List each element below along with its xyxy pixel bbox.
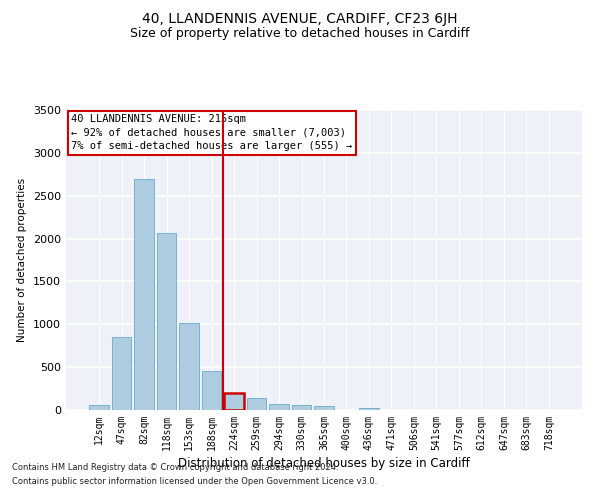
Text: Contains public sector information licensed under the Open Government Licence v3: Contains public sector information licen…: [12, 477, 377, 486]
Text: 40, LLANDENNIS AVENUE, CARDIFF, CF23 6JH: 40, LLANDENNIS AVENUE, CARDIFF, CF23 6JH: [142, 12, 458, 26]
Text: 40 LLANDENNIS AVENUE: 215sqm
← 92% of detached houses are smaller (7,003)
7% of : 40 LLANDENNIS AVENUE: 215sqm ← 92% of de…: [71, 114, 352, 151]
Bar: [112, 337, 131, 410]
Bar: [89, 406, 109, 410]
Bar: [359, 408, 379, 410]
Bar: [292, 405, 311, 410]
Text: Contains HM Land Registry data © Crown copyright and database right 2024.: Contains HM Land Registry data © Crown c…: [12, 464, 338, 472]
Bar: [314, 406, 334, 410]
Y-axis label: Number of detached properties: Number of detached properties: [17, 178, 28, 342]
Bar: [202, 371, 221, 410]
Bar: [179, 324, 199, 410]
Bar: [269, 404, 289, 410]
Bar: [247, 398, 266, 410]
Bar: [224, 393, 244, 410]
X-axis label: Distribution of detached houses by size in Cardiff: Distribution of detached houses by size …: [178, 457, 470, 470]
Bar: [157, 234, 176, 410]
Text: Size of property relative to detached houses in Cardiff: Size of property relative to detached ho…: [130, 28, 470, 40]
Bar: [134, 178, 154, 410]
